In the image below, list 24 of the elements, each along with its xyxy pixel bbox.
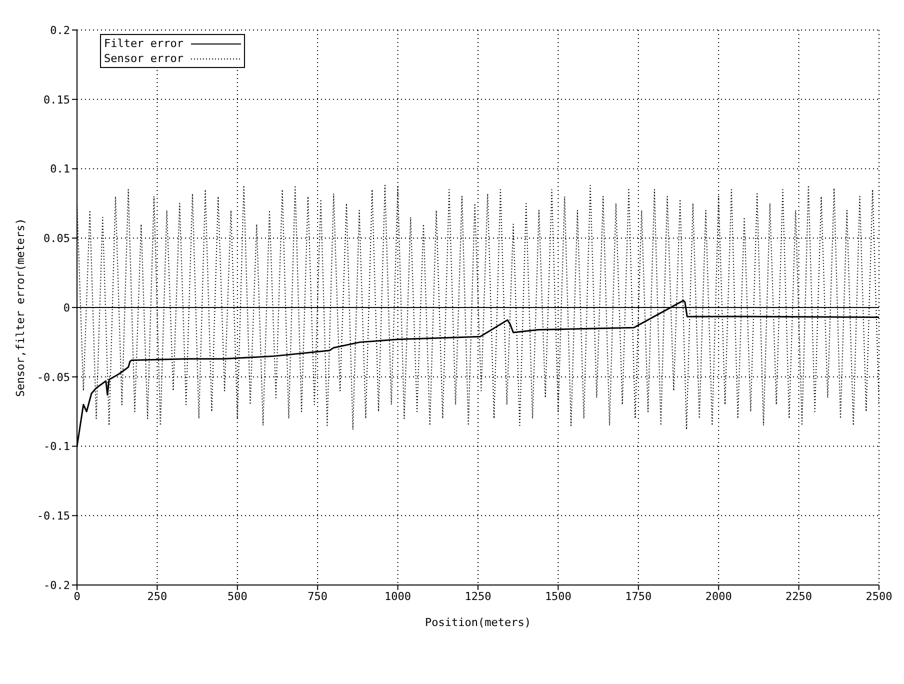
x-tick-label: 1250 [464, 590, 492, 603]
y-tick-label: 0.2 [50, 24, 70, 37]
x-tick-label: 250 [147, 590, 168, 603]
x-tick-label: 2250 [786, 590, 812, 603]
x-axis-title: Position(meters) [425, 616, 531, 629]
y-tick-label: -0.2 [44, 578, 70, 592]
x-tick-label: 1000 [384, 590, 412, 603]
x-tick-label: 500 [227, 590, 248, 603]
x-tick-label: 1750 [625, 590, 652, 603]
x-tick-label: 2500 [866, 590, 892, 603]
y-axis-title: Sensor,filter error(meters) [14, 218, 27, 397]
y-tick-label: 0 [63, 301, 70, 314]
y-tick-label: -0.1 [44, 440, 70, 454]
x-tick-label: 0 [74, 590, 80, 603]
y-tick-label: -0.15 [36, 510, 70, 523]
y-tick-label: 0.1 [50, 162, 70, 176]
legend-label: Filter error [104, 36, 184, 51]
x-tick-label: 2000 [705, 590, 732, 603]
legend-label: Sensor error [104, 51, 184, 66]
y-tick-label: -0.05 [36, 370, 70, 384]
y-tick-label: 0.15 [44, 93, 70, 106]
x-tick-label: 750 [308, 590, 328, 603]
y-tick-label: 0.05 [44, 232, 70, 246]
x-tick-label: 1500 [544, 590, 572, 603]
